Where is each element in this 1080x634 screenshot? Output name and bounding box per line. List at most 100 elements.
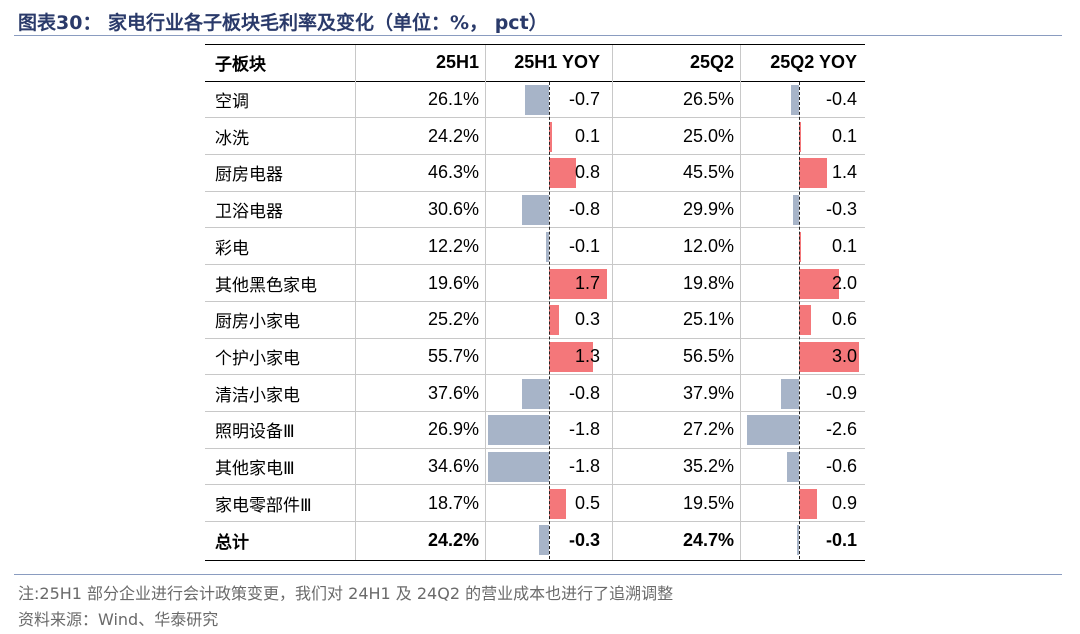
yoy-25q2: 2.0: [740, 265, 865, 301]
yoy-bar-25q2: [799, 488, 817, 519]
yoy-25q2: 0.6: [740, 302, 865, 338]
yoy-bar-25h1: [487, 452, 549, 483]
margin-25q2: 19.5%: [612, 485, 740, 521]
margin-25q2: 35.2%: [612, 449, 740, 485]
yoy-25q2-text: 2.0: [831, 272, 857, 293]
margin-25h1: 19.6%: [355, 265, 485, 301]
yoy-bar-25q2: [799, 158, 827, 189]
yoy-25q2: 3.0: [740, 339, 865, 375]
yoy-25h1-text: 0.8: [574, 162, 600, 183]
yoy-25q2: -0.4: [740, 82, 865, 118]
yoy-25q2: 0.9: [740, 485, 865, 521]
segment-name-text: 其他家电Ⅲ: [215, 459, 295, 480]
yoy-25h1: -0.7: [485, 82, 612, 118]
yoy-bar-25q2: [799, 231, 801, 262]
yoy-bar-25h1: [549, 305, 560, 336]
margin-25h1: 26.9%: [355, 412, 485, 448]
column-divider: [740, 45, 741, 560]
yoy-25q2-text: -2.6: [825, 419, 857, 440]
margin-25q2: 19.8%: [612, 265, 740, 301]
yoy-25h1-text: -0.3: [568, 529, 600, 550]
yoy-bar-25h1: [525, 85, 549, 116]
yoy-25h1-text: -1.8: [568, 419, 600, 440]
segment-name: 照明设备Ⅲ: [205, 412, 355, 448]
segment-name: 家电零部件Ⅲ: [205, 485, 355, 521]
footnote: 注:25H1 部分企业进行会计政策变更，我们对 24H1 及 24Q2 的营业成…: [18, 584, 674, 603]
segment-name-text: 总计: [215, 532, 249, 553]
source-note: 资料来源：Wind、华泰研究: [18, 610, 219, 629]
yoy-25h1-text: 0.1: [574, 125, 600, 146]
margin-25q2: 29.9%: [612, 192, 740, 228]
yoy-25h1-text: -0.8: [568, 199, 600, 220]
margin-25q2: 26.5%: [612, 82, 740, 118]
yoy-25h1: 1.7: [485, 265, 612, 301]
yoy-25h1: 0.3: [485, 302, 612, 338]
margin-25h1: 24.2%: [355, 522, 485, 559]
yoy-25q2: 0.1: [740, 229, 865, 265]
yoy-bar-25h1: [549, 341, 594, 372]
margin-25h1: 55.7%: [355, 339, 485, 375]
yoy-25q2-text: -0.3: [825, 199, 857, 220]
yoy-25q2: -0.3: [740, 192, 865, 228]
yoy-25h1: -1.8: [485, 412, 612, 448]
yoy-bar-25q2: [791, 85, 799, 116]
margin-25h1: 37.6%: [355, 375, 485, 411]
yoy-25h1-text: 1.3: [574, 345, 600, 366]
header-25q2: 25Q2: [689, 52, 734, 73]
column-divider: [355, 45, 356, 560]
yoy-25q2-text: -0.4: [825, 89, 857, 110]
yoy-bar-25q2: [799, 268, 839, 299]
table-row: 清洁小家电 37.6% -0.8 37.9% -0.9: [205, 375, 865, 412]
segment-name-text: 厨房小家电: [215, 312, 300, 333]
yoy-bar-25q2: [781, 378, 799, 409]
yoy-25h1-text: -0.8: [568, 382, 600, 403]
segment-name: 其他黑色家电: [205, 265, 355, 301]
table-header: 子板块 25H1 25H1 YOY 25Q2 25Q2 YOY: [205, 45, 865, 82]
segment-name-text: 彩电: [215, 238, 249, 259]
segment-name-text: 家电零部件Ⅲ: [215, 495, 312, 516]
margin-25h1: 26.1%: [355, 82, 485, 118]
margin-25q2-text: 26.5%: [682, 89, 734, 110]
yoy-25h1: -0.8: [485, 375, 612, 411]
table-row: 家电零部件Ⅲ 18.7% 0.5 19.5% 0.9: [205, 485, 865, 523]
margin-25q2: 25.1%: [612, 302, 740, 338]
segment-name-text: 厨房电器: [215, 165, 283, 186]
margin-25h1: 12.2%: [355, 229, 485, 265]
yoy-25q2: -0.1: [740, 522, 865, 559]
margin-25q2: 45.5%: [612, 155, 740, 191]
margin-25q2-text: 25.1%: [682, 309, 734, 330]
segment-name-text: 卫浴电器: [215, 202, 283, 223]
yoy-25h1: 0.1: [485, 118, 612, 154]
margin-25h1: 46.3%: [355, 155, 485, 191]
margin-25h1-text: 34.6%: [427, 456, 479, 477]
segment-name-text: 冰洗: [215, 128, 249, 149]
margin-25q2-text: 12.0%: [682, 235, 734, 256]
yoy-25h1: -0.8: [485, 192, 612, 228]
margin-25h1: 18.7%: [355, 485, 485, 521]
yoy-25h1-text: -0.7: [568, 89, 600, 110]
margin-25h1: 30.6%: [355, 192, 485, 228]
table-row: 空调 26.1% -0.7 26.5% -0.4: [205, 82, 865, 119]
margin-25h1-text: 37.6%: [427, 382, 479, 403]
yoy-25q2-text: 0.1: [831, 235, 857, 256]
yoy-bar-25h1: [549, 268, 607, 299]
table-row: 厨房小家电 25.2% 0.3 25.1% 0.6: [205, 302, 865, 339]
yoy-25q2: 0.1: [740, 118, 865, 154]
header-25q2-yoy: 25Q2 YOY: [770, 52, 857, 73]
yoy-bar-25h1: [538, 525, 549, 556]
segment-name: 清洁小家电: [205, 375, 355, 411]
margin-25q2: 27.2%: [612, 412, 740, 448]
segment-name: 空调: [205, 82, 355, 118]
yoy-bar-25q2: [799, 305, 811, 336]
yoy-25h1: 0.5: [485, 485, 612, 521]
yoy-bar-25q2: [799, 341, 859, 372]
margin-25h1-text: 24.2%: [427, 125, 479, 146]
segment-name-text: 个护小家电: [215, 348, 300, 369]
yoy-25h1: 1.3: [485, 339, 612, 375]
yoy-bar-25q2: [747, 415, 799, 446]
yoy-bar-25q2: [793, 195, 799, 226]
yoy-25q2: 1.4: [740, 155, 865, 191]
margin-table: 子板块 25H1 25H1 YOY 25Q2 25Q2 YOY 空调 26.1% -…: [205, 44, 865, 561]
table-row: 个护小家电 55.7% 1.3 56.5% 3.0: [205, 339, 865, 376]
segment-name-text: 其他黑色家电: [215, 275, 317, 296]
